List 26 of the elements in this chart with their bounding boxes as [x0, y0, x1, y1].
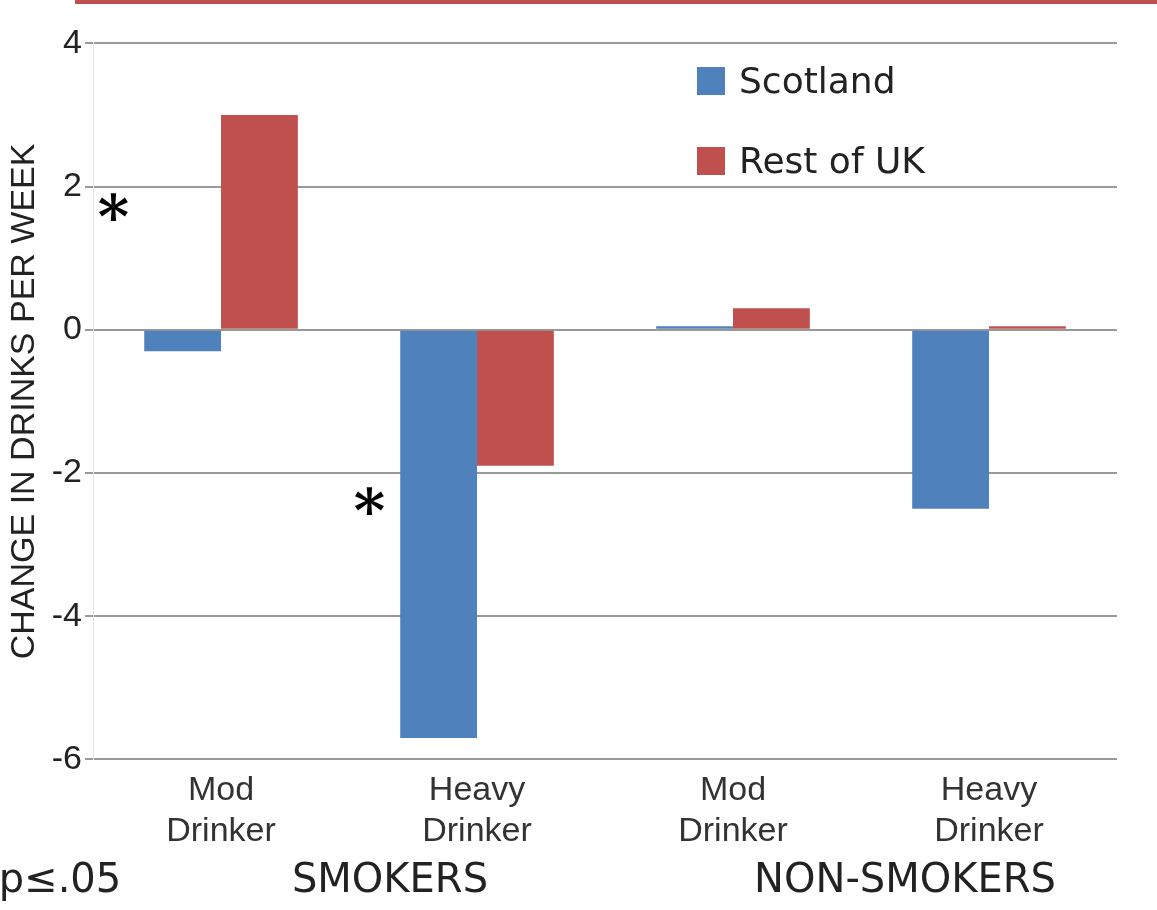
- bar: [400, 330, 478, 738]
- text: p≤.05: [0, 855, 122, 901]
- x-tick-label: Mod Drinker: [166, 769, 276, 848]
- text: SMOKERS: [291, 855, 489, 901]
- bar: [733, 308, 810, 329]
- annotation: *: [97, 181, 130, 252]
- x-tick-label: Mod Drinker: [678, 769, 788, 848]
- bar: [912, 330, 989, 509]
- bar: [989, 326, 1066, 329]
- annotation: *: [353, 475, 386, 546]
- bar: [477, 330, 554, 466]
- y-axis-title: CHANGE IN DRINKS PER WEEK: [2, 143, 41, 660]
- y-tick-label: 2: [63, 164, 83, 203]
- y-tick-label: -6: [51, 737, 83, 776]
- y-tick-label: 0: [63, 308, 83, 347]
- bar: [144, 330, 222, 352]
- y-tick-label: 4: [63, 21, 83, 60]
- bar: [656, 326, 734, 329]
- legend-label: Rest of UK: [739, 140, 925, 182]
- y-tick-label: -4: [51, 594, 83, 633]
- x-tick-label: Heavy Drinker: [934, 769, 1044, 848]
- text: NON-SMOKERS: [754, 855, 1056, 901]
- legend-label: Scotland: [739, 60, 896, 102]
- y-tick-label: -2: [51, 451, 83, 490]
- x-tick-label: Heavy Drinker: [422, 769, 532, 848]
- bar: [221, 115, 298, 329]
